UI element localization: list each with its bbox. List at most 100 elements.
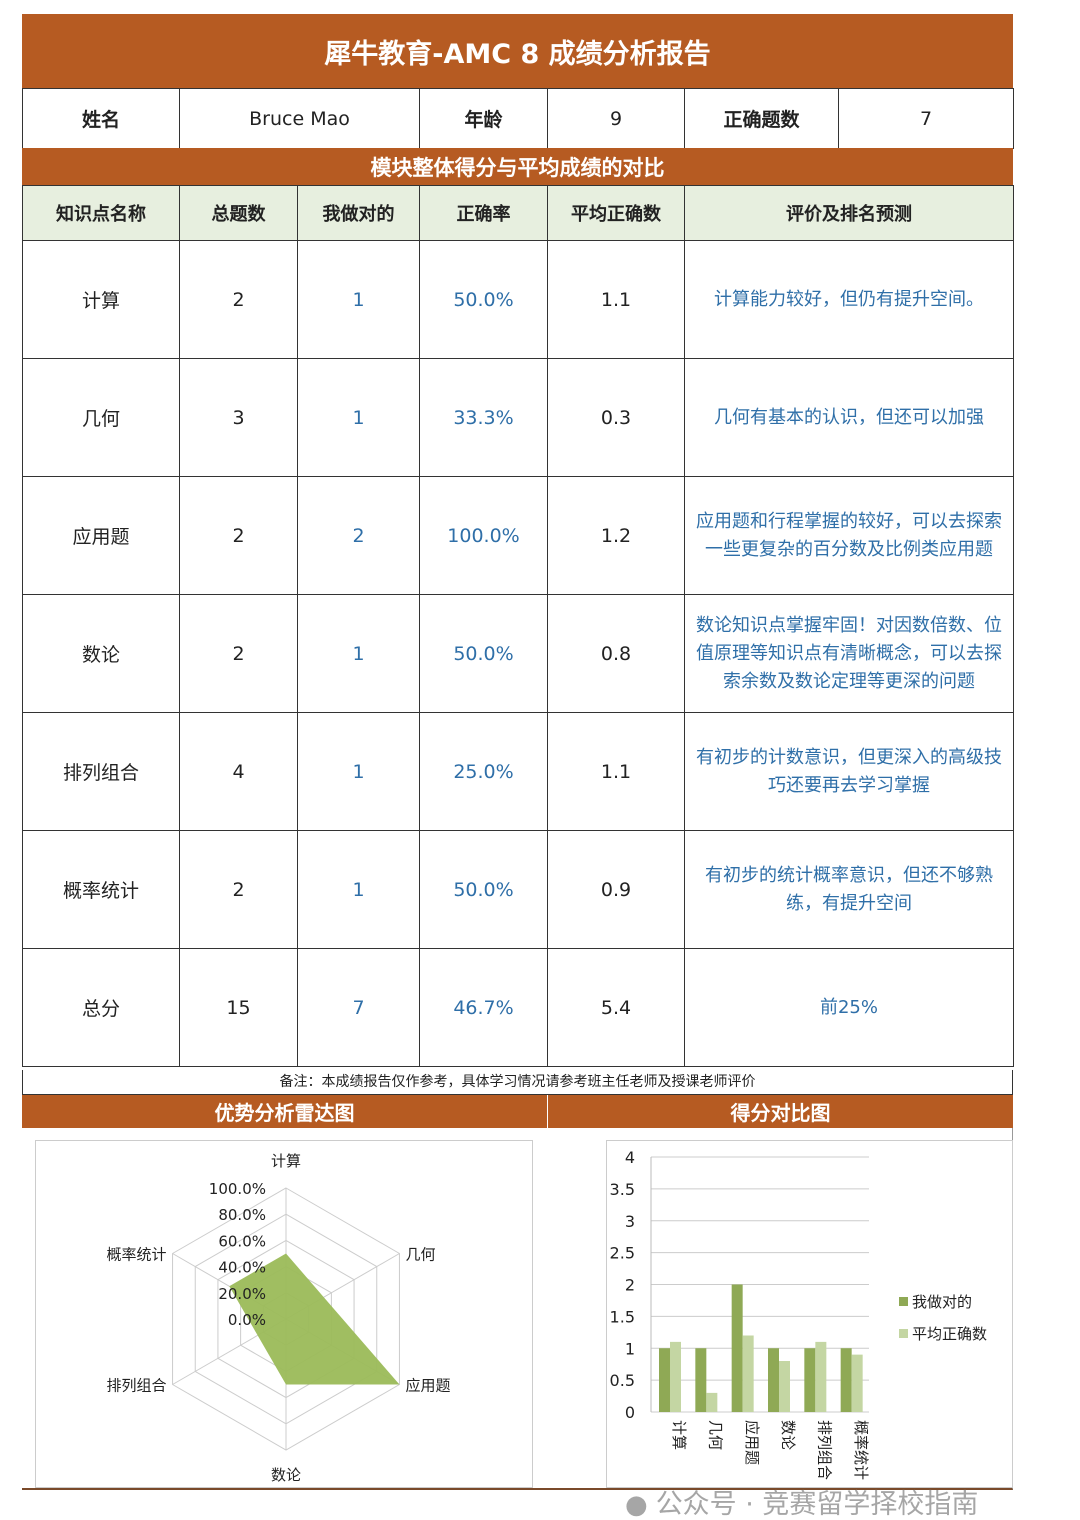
rate-cell: 50.0% (419, 594, 548, 713)
y-tick-label: 4 (625, 1148, 635, 1167)
radar-category-label: 几何 (405, 1246, 435, 1264)
topic-cell: 数论 (22, 594, 180, 713)
report-title: 犀牛教育-AMC 8 成绩分析报告 (22, 14, 1013, 88)
total-cell: 2 (179, 240, 298, 359)
radar-tick-label: 20.0% (218, 1285, 266, 1303)
comment-cell: 应用题和行程掌握的较好，可以去探索一些更复杂的百分数及比例类应用题 (684, 476, 1014, 595)
topic-cell: 总分 (22, 948, 180, 1067)
comment-cell: 几何有基本的认识，但还可以加强 (684, 358, 1014, 477)
col-rate: 正确率 (419, 185, 548, 241)
mine-cell: 1 (297, 358, 420, 477)
bar-title: 得分对比图 (548, 1095, 1013, 1128)
comment-cell: 计算能力较好，但仍有提升空间。 (684, 240, 1014, 359)
radar-tick-label: 100.0% (209, 1180, 266, 1198)
comment-cell: 有初步的统计概率意识，但还不够熟练，有提升空间 (684, 830, 1014, 949)
bar-avg (670, 1341, 681, 1412)
y-tick-label: 1.5 (610, 1307, 635, 1326)
mine-cell: 7 (297, 948, 420, 1067)
rate-cell: 46.7% (419, 948, 548, 1067)
avg-cell: 5.4 (547, 948, 685, 1067)
radar-category-label: 计算 (271, 1152, 301, 1170)
watermark-text: 公众号 · 竞赛留学择校指南 (655, 1489, 979, 1520)
radar-category-label: 排列组合 (107, 1377, 167, 1395)
col-total: 总题数 (179, 185, 298, 241)
total-cell: 3 (179, 358, 298, 477)
legend-label: 平均正确数 (912, 1325, 987, 1343)
avg-cell: 0.3 (547, 358, 685, 477)
mine-cell: 1 (297, 594, 420, 713)
correct-value: 7 (838, 88, 1014, 149)
rate-cell: 33.3% (419, 358, 548, 477)
wechat-icon: ● (625, 1490, 648, 1520)
legend-swatch (899, 1329, 908, 1338)
bar-mine (768, 1348, 779, 1412)
age-label: 年龄 (419, 88, 548, 149)
avg-cell: 1.1 (547, 712, 685, 831)
bar-mine (840, 1348, 852, 1412)
comment-cell: 前25% (684, 948, 1014, 1067)
avg-cell: 1.2 (547, 476, 685, 595)
bar-chart: 0 0.5 1 1.5 2 2.5 3 3.5 4 计算 几何 应用题 数论 排列组合 概率统计 我做对的平均… (610, 1148, 987, 1480)
topic-cell: 概率统计 (22, 830, 180, 949)
radar-category-label: 数论 (271, 1466, 301, 1484)
y-tick-label: 2 (625, 1276, 635, 1295)
rate-cell: 50.0% (419, 830, 548, 949)
x-category-label: 数论 (779, 1420, 797, 1450)
table-row: 应用题 2 2 100.0% 1.2 应用题和行程掌握的较好，可以去探索一些更复杂的百分数… (22, 476, 1014, 595)
col-topic: 知识点名称 (22, 185, 180, 241)
x-category-label: 概率统计 (852, 1420, 870, 1480)
comment-cell: 有初步的计数意识，但更深入的高级技巧还要再去学习掌握 (684, 712, 1014, 831)
section-title: 模块整体得分与平均成绩的对比 (22, 148, 1013, 185)
bar-mine (804, 1348, 816, 1412)
bar-chart-box: 0 0.5 1 1.5 2 2.5 3 3.5 4 计算 几何 应用题 数论 排列组合 概率统计 我做对的 平均… (606, 1140, 1013, 1488)
legend-label: 我做对的 (912, 1293, 972, 1311)
bar-avg (779, 1361, 790, 1412)
radar-area (229, 1253, 400, 1385)
total-cell: 2 (179, 594, 298, 713)
watermark: ● 公众号 · 竞赛留学择校指南 (625, 1490, 978, 1520)
radar-tick-label: 60.0% (218, 1232, 266, 1250)
mine-cell: 1 (297, 240, 420, 359)
col-comment: 评价及排名预测 (684, 185, 1014, 241)
mine-cell: 2 (297, 476, 420, 595)
table-row: 几何 3 1 33.3% 0.3 几何有基本的认识，但还可以加强 (22, 358, 1014, 477)
x-category-label: 几何 (707, 1420, 725, 1450)
bar-avg (815, 1341, 827, 1412)
total-cell: 2 (179, 830, 298, 949)
radar-title: 优势分析雷达图 (22, 1095, 547, 1128)
radar-tick-label: 80.0% (218, 1206, 266, 1224)
comment-cell: 数论知识点掌握牢固！对因数倍数、位值原理等知识点有清晰概念，可以去探索余数及数论… (684, 594, 1014, 713)
bar-avg (706, 1392, 718, 1412)
y-tick-label: 1 (625, 1339, 635, 1358)
avg-cell: 1.1 (547, 240, 685, 359)
radar-tick-label: 0.0% (228, 1311, 266, 1329)
total-cell: 2 (179, 476, 298, 595)
score-table: 知识点名称 总题数 我做对的 正确率 平均正确数 评价及排名预测 计算 2 1 50.… (22, 185, 1014, 1067)
total-cell: 15 (179, 948, 298, 1067)
radar-category-label: 概率统计 (107, 1246, 167, 1264)
col-avg: 平均正确数 (547, 185, 685, 241)
rate-cell: 25.0% (419, 712, 548, 831)
y-tick-label: 3.5 (610, 1180, 635, 1199)
table-row: 数论 2 1 50.0% 0.8 数论知识点掌握牢固！对因数倍数、位值原理等知识点有清晰概… (22, 594, 1014, 713)
col-mine: 我做对的 (297, 185, 420, 241)
bar-avg (851, 1354, 863, 1412)
rate-cell: 50.0% (419, 240, 548, 359)
bar-mine (695, 1348, 707, 1412)
name-label: 姓名 (22, 88, 180, 149)
x-category-label: 排列组合 (816, 1420, 834, 1480)
topic-cell: 应用题 (22, 476, 180, 595)
note: 备注：本成绩报告仅作参考，具体学习情况请参考班主任老师及授课老师评价 (22, 1070, 1013, 1095)
name-value: Bruce Mao (179, 88, 420, 149)
y-tick-label: 2.5 (610, 1244, 635, 1263)
legend-swatch (899, 1297, 908, 1306)
y-tick-label: 0 (625, 1403, 635, 1422)
y-tick-label: 0.5 (610, 1371, 635, 1390)
topic-cell: 计算 (22, 240, 180, 359)
x-category-label: 计算 (670, 1420, 688, 1450)
y-tick-label: 3 (625, 1212, 635, 1231)
radar-chart-box: 0.0% 20.0% 40.0% 60.0% 80.0% 100.0% 计算 几何 应用题 数论 排… (35, 1140, 533, 1488)
rate-cell: 100.0% (419, 476, 548, 595)
correct-label: 正确题数 (684, 88, 839, 149)
